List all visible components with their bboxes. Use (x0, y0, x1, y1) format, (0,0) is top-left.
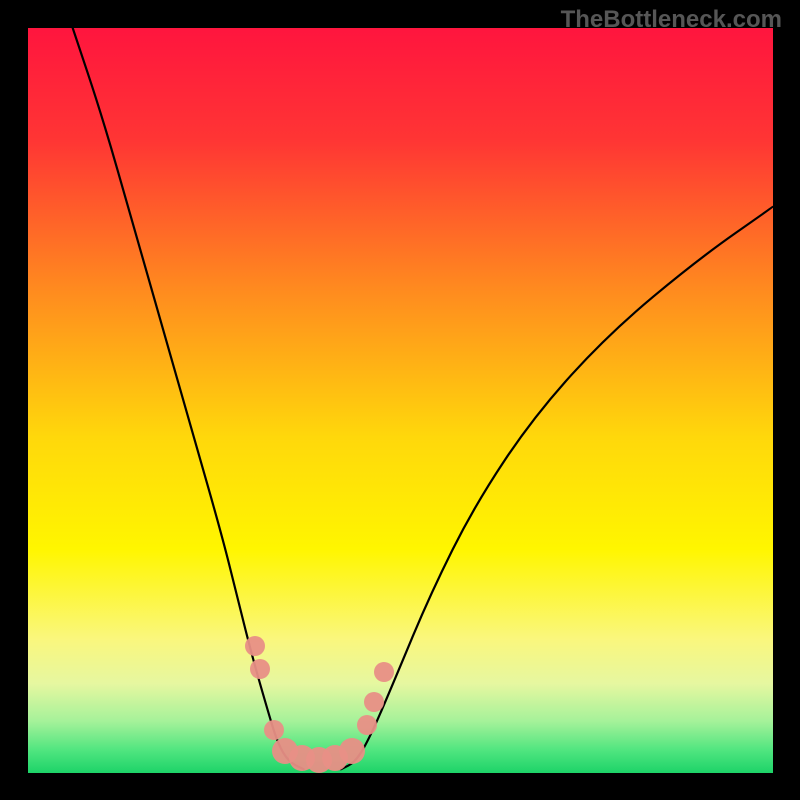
watermark-text: TheBottleneck.com (561, 6, 782, 34)
scatter-point (250, 659, 270, 679)
scatter-point (245, 636, 265, 656)
chart-canvas: TheBottleneck.com (0, 0, 800, 800)
curve-right (341, 207, 773, 769)
scatter-point (374, 662, 394, 682)
scatter-point (364, 692, 384, 712)
scatter-point (357, 715, 377, 735)
scatter-point (264, 720, 284, 740)
chart-svg (0, 0, 800, 800)
scatter-point (339, 738, 365, 764)
curve-left (73, 28, 304, 769)
